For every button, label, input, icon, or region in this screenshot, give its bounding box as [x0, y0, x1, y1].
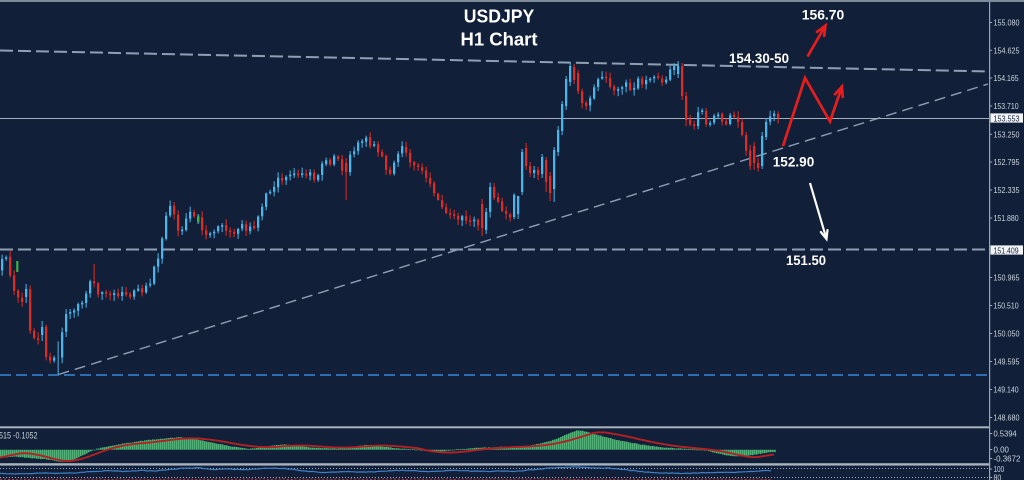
svg-text:153.553: 153.553	[994, 113, 1020, 123]
svg-text:154.165: 154.165	[994, 73, 1019, 83]
svg-text:151.880: 151.880	[994, 213, 1019, 223]
svg-text:155.080: 155.080	[994, 18, 1020, 28]
svg-text:154.30-50: 154.30-50	[729, 51, 789, 66]
svg-text:151.409: 151.409	[994, 245, 1019, 255]
svg-text:156.70: 156.70	[802, 7, 845, 22]
svg-text:0.5394: 0.5394	[994, 429, 1017, 439]
svg-text:80: 80	[994, 473, 1002, 480]
svg-text:153.250: 153.250	[994, 130, 1020, 140]
svg-text:149.140: 149.140	[994, 385, 1019, 395]
svg-text:152.795: 152.795	[994, 157, 1020, 167]
svg-text:515 -0.1052: 515 -0.1052	[0, 431, 38, 441]
svg-text:151.50: 151.50	[786, 253, 826, 268]
svg-text:-0.3672: -0.3672	[994, 454, 1021, 464]
svg-text:USDJPY: USDJPY	[464, 6, 535, 27]
svg-text:149.595: 149.595	[994, 357, 1020, 367]
svg-text:148.680: 148.680	[994, 413, 1020, 423]
svg-text:150.510: 150.510	[994, 301, 1019, 311]
svg-text:150.965: 150.965	[994, 273, 1020, 283]
svg-text:150.050: 150.050	[994, 329, 1020, 339]
svg-text:153.710: 153.710	[994, 101, 1019, 111]
svg-text:152.90: 152.90	[773, 155, 815, 170]
svg-text:0.00: 0.00	[994, 445, 1010, 455]
svg-text:154.625: 154.625	[994, 46, 1020, 56]
svg-text:152.335: 152.335	[994, 185, 1020, 195]
svg-text:H1 Chart: H1 Chart	[461, 29, 538, 50]
svg-text:100: 100	[994, 464, 1005, 474]
